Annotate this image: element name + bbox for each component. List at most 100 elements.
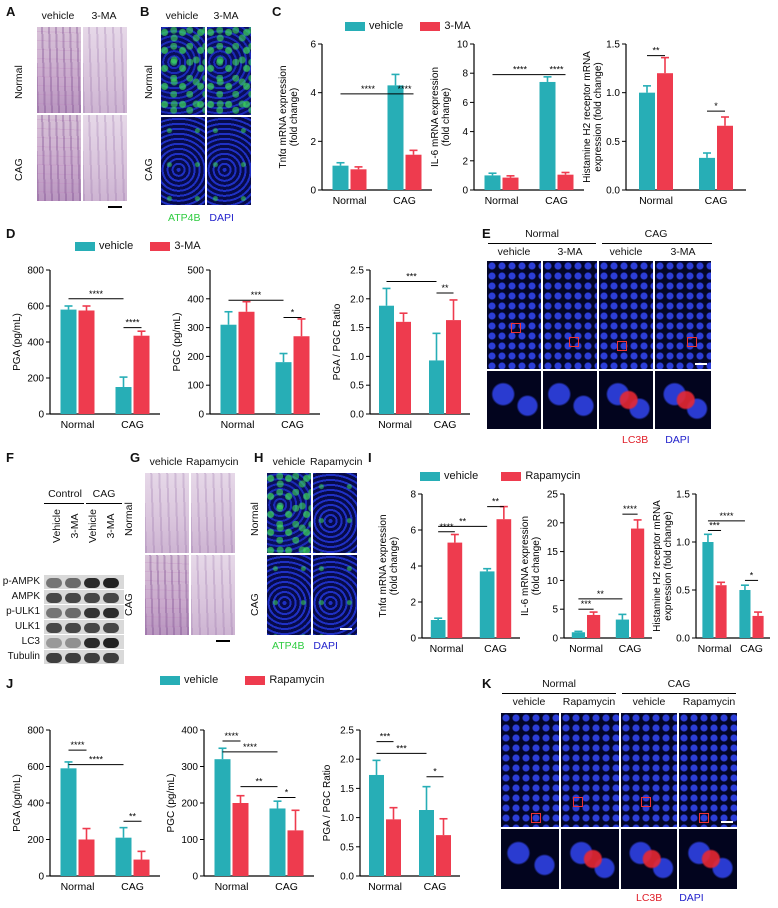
roi-box [531,813,541,823]
bar [60,309,77,414]
bar [78,839,95,876]
y-tick-label: 200 [187,352,204,363]
y-tick-label: 10 [457,40,469,51]
blot-band [84,623,100,633]
histology-image [36,114,82,202]
legend-c: vehicle 3-MA [345,20,471,32]
column-header: Rapamycin [562,696,616,708]
bar [220,324,237,414]
y-tick-label: 6 [310,40,316,51]
panel-label-i: I [368,450,372,465]
significance-label: *** [396,743,407,753]
y-tick-label: 800 [27,266,44,277]
zoom-image [560,828,620,890]
y-tick-label: 0 [192,872,198,883]
bar [631,528,645,638]
significance-label: **** [513,65,528,75]
y-axis-label: IL-6 mRNA expression(fold change) [430,67,452,167]
scale-bar [108,206,122,208]
significance-label: *** [406,272,417,282]
y-tick-label: 200 [181,799,198,810]
y-tick-label: 1.5 [340,784,354,795]
x-tick-label: Normal [639,195,673,207]
band-label: ULK1 [14,621,40,632]
roi-box [641,797,651,807]
histology-image [82,26,128,114]
y-tick-label: 4 [462,127,468,138]
y-tick-label: 400 [187,294,204,305]
stain-lc3b: LC3B [636,892,663,904]
y-axis-label-line: Histamine H2 receptor mRNA [582,51,593,183]
y-tick-label: 100 [187,381,204,392]
column-header: Rapamycin [682,696,736,708]
significance-label: ** [255,777,263,787]
x-tick-label: CAG [740,643,763,655]
x-tick-label: CAG [275,881,298,893]
column-header: Rapamycin [186,456,239,468]
y-tick-label: 5 [552,605,558,616]
significance-label: * [433,767,437,777]
stain-dapi: DAPI [679,892,704,904]
column-header: vehicle [512,696,546,708]
y-tick-label: 20 [547,518,559,529]
lane-label: Vehicle [87,509,99,543]
significance-label: **** [125,318,140,328]
x-tick-label: CAG [484,643,507,655]
group-header: CAG [92,488,116,500]
y-tick-label: 2.5 [350,266,364,277]
fluorescence-image [500,712,560,828]
legend-swatch [345,21,365,31]
y-tick-label: 0.0 [340,872,354,883]
lane-label: Vehicle [51,509,63,543]
blot-band [84,638,100,648]
bar [60,768,77,876]
significance-label: * [714,101,718,111]
y-axis-label-line: PGC (pg/mL) [172,313,183,372]
bar [479,571,495,638]
y-axis-label: PGA / PGC Ratio [332,303,343,380]
legend-d: vehicle 3-MA [75,240,201,252]
legend-swatch [420,471,440,481]
panel-label-d: D [6,226,16,241]
group-line [602,243,712,244]
roi-box [699,813,709,823]
bar [350,169,367,190]
y-tick-label: 1.0 [606,88,620,99]
x-tick-label: CAG [545,195,568,207]
roi-box [617,341,627,351]
x-tick-label: CAG [705,195,728,207]
y-tick-label: 0 [410,634,416,645]
bar [484,175,501,190]
scale-bar [216,640,230,642]
x-tick-label: CAG [424,881,447,893]
y-tick-label: 0 [462,186,468,197]
blot-band [103,608,119,618]
legend-swatch [160,675,180,685]
y-tick-label: 0 [552,634,558,645]
y-axis-label-line: (fold change) [389,537,400,595]
bar [287,830,304,876]
significance-label: **** [397,84,412,94]
bar [386,819,401,876]
scale-bar [695,363,707,365]
bar [752,615,764,638]
column-header: 3-MA [670,246,696,258]
fluorescence-image [266,472,312,554]
bar [496,519,512,638]
row-label: Normal [249,502,261,536]
fluorescence-image [560,712,620,828]
column-header: 3-MA [213,10,239,22]
y-axis-label: PGA (pg/mL) [12,774,23,832]
blot-band [46,578,62,588]
blot-band [84,578,100,588]
bar [615,619,629,638]
legend-label: vehicle [184,674,219,686]
significance-label: ** [492,497,500,507]
y-axis-label-line: (fold change) [289,88,300,146]
y-tick-label: 2.0 [350,294,364,305]
x-tick-label: Normal [368,881,402,893]
legend-j: vehicle Rapamycin [160,674,324,686]
